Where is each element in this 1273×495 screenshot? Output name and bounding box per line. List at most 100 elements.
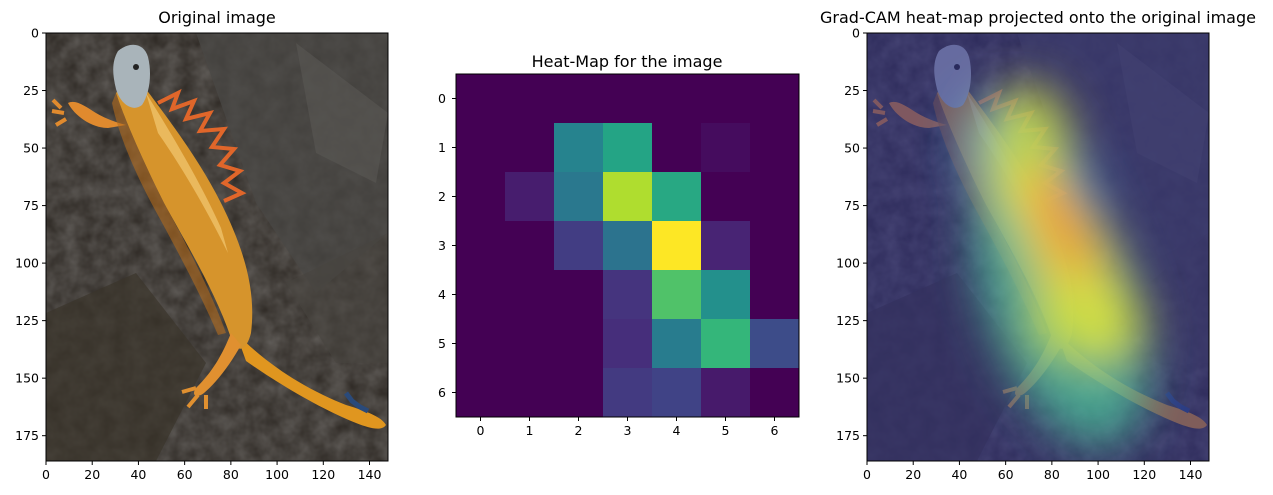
gradcam-ytick-label: 175 xyxy=(836,428,860,443)
heatmap-cell-r5-c3 xyxy=(603,319,653,369)
gradcam-xtick-label: 100 xyxy=(1086,467,1110,482)
gradcam-overlay xyxy=(867,33,1209,470)
heatmap-cell-r1-c0 xyxy=(456,123,506,173)
heatmap-cell-r3-c6 xyxy=(750,221,799,271)
heatmap-cell-r2-c3 xyxy=(603,172,653,222)
original-xtick-label: 40 xyxy=(130,467,146,482)
heatmap-xtick-label: 3 xyxy=(624,423,632,438)
heatmap-cell-r6-c0 xyxy=(456,368,506,417)
heatmap-cell-r3-c4 xyxy=(652,221,702,271)
original-ytick-label: 25 xyxy=(23,83,39,98)
heatmap-cell-r4-c2 xyxy=(554,270,604,320)
heatmap-xtick-label: 0 xyxy=(477,423,485,438)
gradcam-ytick-label: 125 xyxy=(836,313,860,328)
original-ytick-label: 75 xyxy=(23,198,39,213)
heatmap-cell-r6-c5 xyxy=(701,368,751,417)
heatmap-cell-r0-c5 xyxy=(701,74,751,124)
panel-original-image: Original image 0 20 40 60 80 100 120 140 0 25 50 75… xyxy=(15,8,389,482)
axes-frame xyxy=(866,32,1210,462)
heatmap-ytick-label: 4 xyxy=(438,287,446,302)
heatmap-cell-r0-c6 xyxy=(750,74,799,124)
original-xtick-label: 20 xyxy=(84,467,100,482)
original-ytick-label: 125 xyxy=(15,313,39,328)
heatmap-cell-r2-c0 xyxy=(456,172,506,222)
gradcam-ytick-label: 100 xyxy=(836,256,860,271)
heatmap-cell-r4-c6 xyxy=(750,270,799,320)
gradcam-xtick-label: 80 xyxy=(1044,467,1060,482)
axes-frame xyxy=(45,32,389,462)
heatmap-cell-r3-c3 xyxy=(603,221,653,271)
heatmap-cell-r6-c1 xyxy=(505,368,555,417)
heatmap-cell-r2-c6 xyxy=(750,172,799,222)
heatmap-ytick-label: 6 xyxy=(438,385,446,400)
gradcam-xtick-label: 20 xyxy=(905,467,921,482)
heatmap-cell-r5-c0 xyxy=(456,319,506,369)
gradcam-xtick-label: 40 xyxy=(951,467,967,482)
original-xtick-label: 0 xyxy=(42,467,50,482)
heatmap-cell-r4-c0 xyxy=(456,270,506,320)
panel-heatmap: Heat-Map for the image 0 1 2 3 4 5 6 0 1 2 3 4 5 6 xyxy=(438,52,800,438)
heatmap-xtick-label: 5 xyxy=(722,423,730,438)
heatmap-cell-r1-c5 xyxy=(701,123,751,173)
heatmap-ytick-label: 5 xyxy=(438,336,446,351)
heatmap-cell-r1-c4 xyxy=(652,123,702,173)
heatmap-ytick-label: 2 xyxy=(438,189,446,204)
iguana-photo xyxy=(46,33,388,461)
heatmap-cell-r2-c1 xyxy=(505,172,555,222)
original-image-title: Original image xyxy=(158,8,276,27)
heatmap-cell-r6-c6 xyxy=(750,368,799,417)
heatmap-cell-r0-c4 xyxy=(652,74,702,124)
original-xtick-label: 80 xyxy=(223,467,239,482)
original-ytick-label: 50 xyxy=(23,141,39,156)
original-ytick-label: 150 xyxy=(15,371,39,386)
gradcam-xtick-label: 60 xyxy=(998,467,1014,482)
heatmap-ytick-label: 3 xyxy=(438,238,446,253)
gradcam-ytick-label: 150 xyxy=(836,371,860,386)
heatmap-cell-r3-c5 xyxy=(701,221,751,271)
heatmap-title: Heat-Map for the image xyxy=(532,52,723,71)
gradcam-title: Grad-CAM heat-map projected onto the ori… xyxy=(820,8,1256,27)
heatmap-cell-r0-c3 xyxy=(603,74,653,124)
original-xtick-label: 100 xyxy=(265,467,289,482)
heatmap-ytick-label: 1 xyxy=(438,140,446,155)
heatmap-cell-r1-c3 xyxy=(603,123,653,173)
gradcam-ytick-label: 75 xyxy=(844,198,860,213)
heatmap-xtick-label: 4 xyxy=(673,423,681,438)
heatmap-cell-r2-c2 xyxy=(554,172,604,222)
heatmap-cell-r5-c5 xyxy=(701,319,751,369)
gradcam-xtick-label: 120 xyxy=(1132,467,1156,482)
original-xtick-label: 140 xyxy=(358,467,382,482)
heatmap-cell-r5-c4 xyxy=(652,319,702,369)
heatmap-cell-r4-c5 xyxy=(701,270,751,320)
heatmap-xtick-label: 6 xyxy=(771,423,779,438)
heatmap-xtick-label: 2 xyxy=(575,423,583,438)
heatmap-cell-r5-c6 xyxy=(750,319,799,369)
heatmap-cell-r0-c2 xyxy=(554,74,604,124)
heatmap-cell-r2-c5 xyxy=(701,172,751,222)
heatmap-cell-r5-c2 xyxy=(554,319,604,369)
heatmap-cell-r3-c1 xyxy=(505,221,555,271)
gradcam-xtick-label: 140 xyxy=(1179,467,1203,482)
heatmap-ytick-label: 0 xyxy=(438,91,446,106)
gradcam-ytick-label: 50 xyxy=(844,141,860,156)
heatmap-cell-r1-c1 xyxy=(505,123,555,173)
heatmap-cell-r6-c3 xyxy=(603,368,653,417)
heatmap-cell-r6-c2 xyxy=(554,368,604,417)
gradcam-xtick-label: 0 xyxy=(863,467,871,482)
heatmap-cell-r6-c4 xyxy=(652,368,702,417)
original-xtick-label: 120 xyxy=(311,467,335,482)
original-ytick-label: 175 xyxy=(15,428,39,443)
original-ytick-label: 100 xyxy=(15,256,39,271)
original-ytick-label: 0 xyxy=(31,26,39,41)
heatmap-cell-r1-c2 xyxy=(554,123,604,173)
gradcam-ytick-label: 25 xyxy=(844,83,860,98)
heatmap-cell-r0-c1 xyxy=(505,74,555,124)
heatmap-cell-r0-c0 xyxy=(456,74,506,124)
heatmap-cell-r4-c1 xyxy=(505,270,555,320)
heatmap-cell-r4-c3 xyxy=(603,270,653,320)
gradcam-ytick-label: 0 xyxy=(852,26,860,41)
heatmap-cell-r3-c0 xyxy=(456,221,506,271)
panel-gradcam-overlay: Grad-CAM heat-map projected onto the ori… xyxy=(820,8,1256,482)
heatmap-cell-r4-c4 xyxy=(652,270,702,320)
